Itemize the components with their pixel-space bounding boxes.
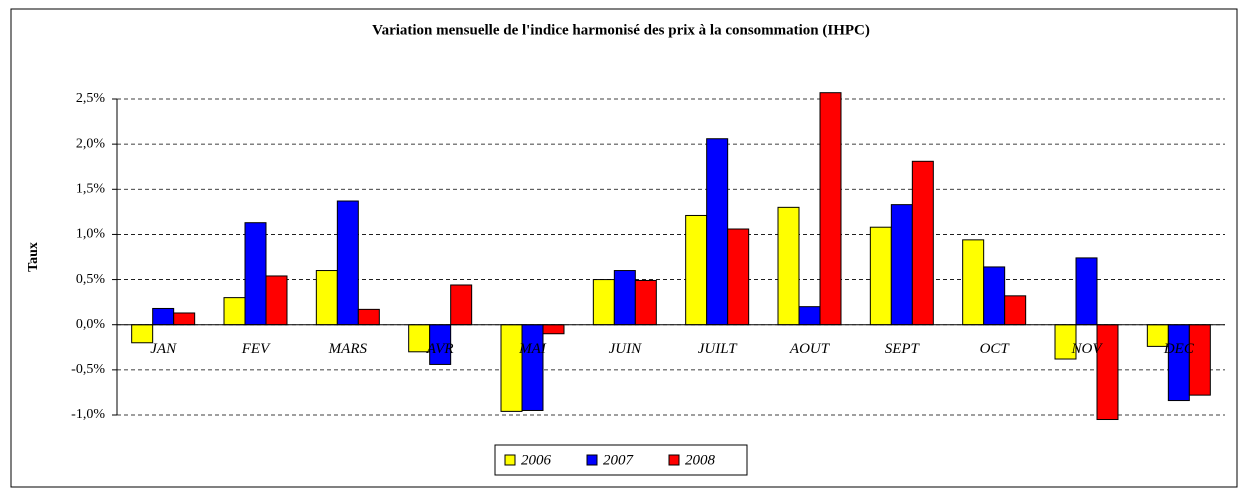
bar — [727, 228, 750, 326]
bar — [1075, 257, 1098, 326]
bar — [1188, 324, 1211, 396]
legend-swatch — [586, 454, 598, 466]
legend-box — [494, 444, 748, 476]
bar — [777, 206, 800, 326]
y-tick-label: 0,5% — [76, 272, 106, 287]
bar — [1167, 324, 1190, 402]
bar — [265, 275, 288, 326]
bar — [798, 306, 821, 326]
x-tick-label: JUILT — [698, 341, 739, 357]
bar — [911, 160, 934, 326]
y-tick-label: 1,5% — [76, 182, 106, 197]
bar — [336, 200, 359, 326]
bar — [315, 270, 338, 326]
bar — [152, 307, 175, 326]
bar — [890, 204, 913, 326]
y-tick-label: 1,0% — [76, 227, 106, 242]
bar — [223, 297, 246, 326]
x-tick-label: JUIN — [609, 341, 642, 357]
legend-label: 2007 — [603, 452, 635, 468]
bar — [819, 92, 842, 326]
bar — [685, 214, 708, 326]
x-tick-label: MAI — [518, 341, 547, 357]
bar — [1004, 295, 1027, 326]
y-tick-label: -1,0% — [71, 407, 105, 422]
y-tick-label: 2,5% — [76, 91, 106, 106]
bar — [613, 270, 636, 326]
legend-label: 2006 — [521, 452, 552, 468]
x-tick-label: NOV — [1071, 341, 1104, 357]
legend-label: 2008 — [685, 452, 716, 468]
y-axis-title: Taux — [26, 242, 41, 272]
x-tick-label: DEC — [1163, 341, 1195, 357]
legend-swatch — [668, 454, 680, 466]
bar — [244, 222, 267, 326]
bar — [706, 138, 729, 326]
bar — [1096, 324, 1119, 421]
x-tick-label: FEV — [241, 341, 271, 357]
bar — [450, 284, 473, 326]
bar — [962, 239, 985, 326]
x-tick-label: JAN — [150, 341, 177, 357]
y-tick-label: 2,0% — [76, 136, 106, 151]
x-tick-label: AVR — [426, 341, 454, 357]
bar — [500, 324, 523, 412]
bar — [131, 324, 154, 344]
bar — [521, 324, 544, 411]
bar — [542, 324, 565, 335]
y-tick-label: 0,0% — [76, 317, 106, 332]
y-tick-label: -0,5% — [71, 362, 105, 377]
x-tick-label: SEPT — [885, 341, 921, 357]
bar — [173, 312, 196, 326]
legend-swatch — [504, 454, 516, 466]
bar — [592, 279, 615, 326]
x-tick-label: MARS — [328, 341, 368, 357]
bar — [869, 226, 892, 326]
chart-border — [10, 8, 1238, 488]
chart-title: Variation mensuelle de l'indice harmonis… — [372, 22, 870, 38]
x-tick-label: AOUT — [789, 341, 831, 357]
bar — [634, 279, 657, 326]
bar — [983, 266, 1006, 326]
bar — [357, 308, 380, 326]
x-tick-label: OCT — [980, 341, 1011, 357]
